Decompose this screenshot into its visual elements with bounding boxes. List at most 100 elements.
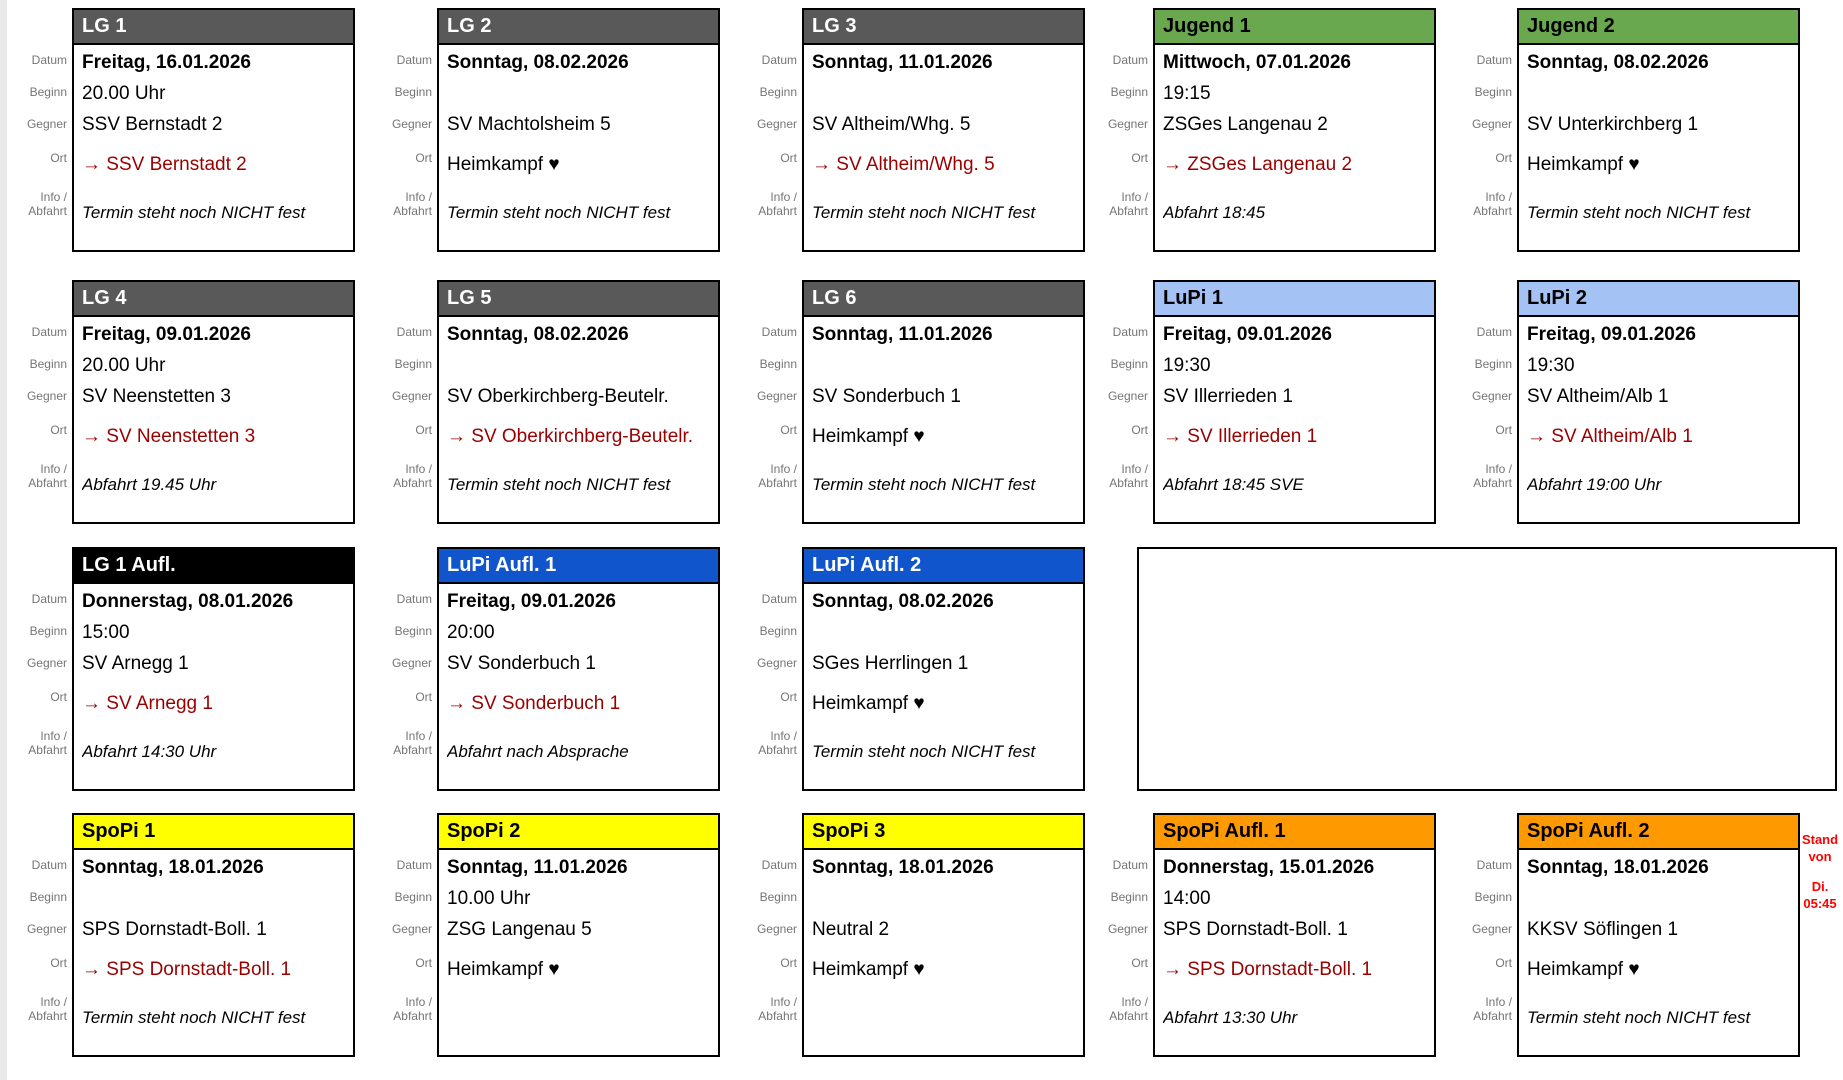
field-label: Gegner <box>756 389 797 403</box>
location: → SV Altheim/Whg. 5 <box>812 154 995 175</box>
team-name: SpoPi 1 <box>74 815 353 850</box>
info-note: Termin steht noch NICHT fest <box>812 742 1036 761</box>
field-label: Beginn <box>1474 890 1512 904</box>
match-date: Donnerstag, 15.01.2026 <box>1163 857 1375 878</box>
opponent: SPS Dornstadt-Boll. 1 <box>1163 919 1348 940</box>
field-label: Beginn <box>394 890 432 904</box>
arrow-right-icon: → <box>1163 154 1188 175</box>
match-card-jugend-2: Jugend 2 Sonntag, 08.02.2026 SV Unterkirch… <box>1517 8 1800 252</box>
info-note: Abfahrt 14:30 Uhr <box>82 742 217 761</box>
info-note: Abfahrt 18:45 <box>1163 203 1266 222</box>
field-label: Gegner <box>1471 922 1512 936</box>
field-label: Datum <box>761 858 797 872</box>
match-card-lg-6: LG 6 Sonntag, 11.01.2026 SV Sonderbuch 1 He… <box>802 280 1085 524</box>
match-card-lg-1-aufl-: LG 1 Aufl. Donnerstag, 08.01.2026 15:00 SV … <box>72 547 355 791</box>
field-label-info-abfahrt: Info / Abfahrt <box>393 729 432 757</box>
field-label: Datum <box>396 858 432 872</box>
field-label: Beginn <box>1474 85 1512 99</box>
page-edge <box>0 0 7 1080</box>
field-label-info-abfahrt: Info / Abfahrt <box>1109 462 1148 490</box>
arrow-right-icon: → <box>447 693 472 714</box>
field-label: Ort <box>50 956 67 970</box>
field-label: Beginn <box>1110 890 1148 904</box>
location: Heimkampf ♥ <box>1527 959 1640 980</box>
team-name: LuPi Aufl. 1 <box>439 549 718 584</box>
row-labels: Datum Beginn Gegner Ort Info / Abfahrt <box>738 547 802 791</box>
match-time: 10.00 Uhr <box>447 888 531 909</box>
info-note: Termin steht noch NICHT fest <box>1527 1008 1751 1027</box>
match-details: Donnerstag, 15.01.2026 14:00 SPS Dornstadt… <box>1155 853 1434 1032</box>
field-label-info-abfahrt: Info / Abfahrt <box>758 729 797 757</box>
field-label: Gegner <box>391 656 432 670</box>
match-time: 19:30 <box>1527 355 1575 376</box>
team-name: LuPi 1 <box>1155 282 1434 317</box>
team-name: Jugend 2 <box>1519 10 1798 45</box>
arrow-right-icon: → <box>447 426 472 447</box>
schedule-cell: Datum Beginn Gegner Ort Info / Abfahrt LG 4 Fre… <box>8 280 355 524</box>
field-label: Beginn <box>29 357 67 371</box>
arrow-right-icon: → <box>82 154 107 175</box>
field-label: Gegner <box>756 117 797 131</box>
empty-cell <box>1137 547 1837 791</box>
info-note: Termin steht noch NICHT fest <box>82 1008 306 1027</box>
match-details: Donnerstag, 08.01.2026 15:00 SV Arnegg 1 → … <box>74 587 353 766</box>
location: Heimkampf ♥ <box>812 693 925 714</box>
opponent: Neutral 2 <box>812 919 890 940</box>
field-label: Datum <box>31 858 67 872</box>
info-note: Termin steht noch NICHT fest <box>1527 203 1751 222</box>
arrow-right-icon: → <box>82 693 107 714</box>
field-label: Beginn <box>759 624 797 638</box>
field-label: Beginn <box>1474 357 1512 371</box>
row-labels: Datum Beginn Gegner Ort Info / Abfahrt <box>1089 280 1153 524</box>
match-card-lupi-2: LuPi 2 Freitag, 09.01.2026 19:30 SV Altheim… <box>1517 280 1800 524</box>
arrow-right-icon: → <box>1163 959 1188 980</box>
row-labels: Datum Beginn Gegner Ort Info / Abfahrt <box>8 547 72 791</box>
match-time <box>447 78 718 109</box>
opponent: SGes Herrlingen 1 <box>812 653 969 674</box>
match-time: 20.00 Uhr <box>82 83 166 104</box>
match-card-lg-5: LG 5 Sonntag, 08.02.2026 SV Oberkirchberg-… <box>437 280 720 524</box>
arrow-right-icon: → <box>1527 426 1552 447</box>
opponent: SV Neenstetten 3 <box>82 386 231 407</box>
row-labels: Datum Beginn Gegner Ort Info / Abfahrt <box>1453 813 1517 1057</box>
field-label-info-abfahrt: Info / Abfahrt <box>1109 190 1148 218</box>
row-labels: Datum Beginn Gegner Ort Info / Abfahrt <box>738 813 802 1057</box>
match-details: Sonntag, 18.01.2026 Neutral 2 Heimkampf ♥ <box>804 853 1083 1032</box>
team-name: LG 1 Aufl. <box>74 549 353 584</box>
field-label-info-abfahrt: Info / Abfahrt <box>1473 462 1512 490</box>
field-label-info-abfahrt: Info / Abfahrt <box>1473 190 1512 218</box>
field-label: Datum <box>396 53 432 67</box>
location: → SSV Bernstadt 2 <box>82 154 247 175</box>
match-details: Freitag, 09.01.2026 20.00 Uhr SV Neenstett… <box>74 320 353 499</box>
schedule-cell: Datum Beginn Gegner Ort Info / Abfahrt SpoPi 1… <box>8 813 355 1057</box>
team-name: SpoPi Aufl. 1 <box>1155 815 1434 850</box>
info-note: Termin steht noch NICHT fest <box>812 475 1036 494</box>
location: → SV Arnegg 1 <box>82 693 213 714</box>
opponent: KKSV Söflingen 1 <box>1527 919 1679 940</box>
schedule-cell: Datum Beginn Gegner Ort Info / Abfahrt LG 1 Au… <box>8 547 355 791</box>
field-label: Ort <box>415 690 432 704</box>
schedule-cell: Datum Beginn Gegner Ort Info / Abfahrt Jugend … <box>1453 8 1800 252</box>
match-card-lupi-1: LuPi 1 Freitag, 09.01.2026 19:30 SV Illerri… <box>1153 280 1436 524</box>
field-label-info-abfahrt: Info / Abfahrt <box>393 995 432 1023</box>
field-label-info-abfahrt: Info / Abfahrt <box>758 462 797 490</box>
field-label: Datum <box>31 53 67 67</box>
match-card-lupi-aufl-1: LuPi Aufl. 1 Freitag, 09.01.2026 20:00 SV S… <box>437 547 720 791</box>
field-label: Datum <box>761 592 797 606</box>
match-card-lupi-aufl-2: LuPi Aufl. 2 Sonntag, 08.02.2026 SGes Herr… <box>802 547 1085 791</box>
info-note: Termin steht noch NICHT fest <box>812 203 1036 222</box>
match-card-spopi-aufl-2: SpoPi Aufl. 2 Sonntag, 18.01.2026 KKSV Söf… <box>1517 813 1800 1057</box>
match-date: Donnerstag, 08.01.2026 <box>82 591 294 612</box>
field-label: Ort <box>1495 956 1512 970</box>
schedule-cell: Datum Beginn Gegner Ort Info / Abfahrt LG 5 Son… <box>373 280 720 524</box>
match-card-spopi-3: SpoPi 3 Sonntag, 18.01.2026 Neutral 2 Heimk… <box>802 813 1085 1057</box>
match-card-spopi-1: SpoPi 1 Sonntag, 18.01.2026 SPS Dornstadt-… <box>72 813 355 1057</box>
opponent: SV Oberkirchberg-Beutelr. <box>447 386 669 407</box>
info-note: Abfahrt 13:30 Uhr <box>1163 1008 1298 1027</box>
field-label: Ort <box>780 690 797 704</box>
stand-day: Di. <box>1811 879 1829 894</box>
row-labels: Datum Beginn Gegner Ort Info / Abfahrt <box>738 280 802 524</box>
row-labels: Datum Beginn Gegner Ort Info / Abfahrt <box>373 8 437 252</box>
stand-timestamp: Stand von Di. 05:45 <box>1797 831 1843 912</box>
match-time <box>447 350 718 381</box>
